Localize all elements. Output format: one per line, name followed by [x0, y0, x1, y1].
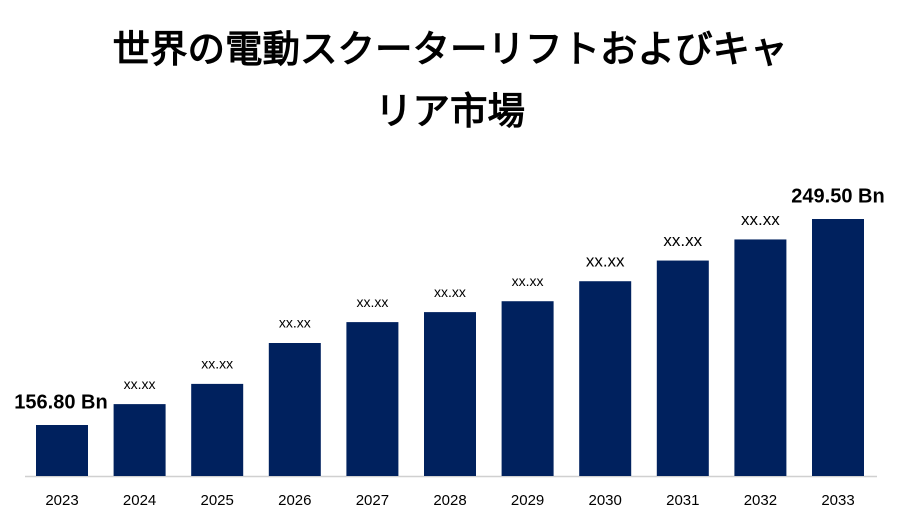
x-tick-label: 2031: [666, 492, 699, 509]
x-tick-label: 2023: [45, 492, 78, 509]
value-label: xx.xx: [201, 356, 233, 372]
bar: [424, 312, 476, 476]
x-tick-label: 2028: [433, 492, 466, 509]
x-tick-label: 2027: [356, 492, 389, 509]
bar: [36, 425, 88, 476]
value-label: xx.xx: [663, 231, 702, 250]
x-tick-label: 2025: [201, 492, 234, 509]
bar: [346, 322, 399, 476]
bar: [812, 219, 864, 476]
bar: [656, 260, 709, 476]
x-tick-label: 2029: [511, 492, 544, 509]
bar: [579, 281, 632, 476]
value-label: xx.xx: [356, 294, 388, 310]
value-label: xx.xx: [434, 284, 466, 300]
value-label: xx.xx: [279, 315, 311, 331]
x-tick-label: 2030: [589, 492, 622, 509]
value-label: xx.xx: [124, 376, 156, 392]
bar: [191, 383, 244, 476]
value-label: xx.xx: [741, 210, 780, 229]
bar: [734, 239, 787, 476]
bar: [113, 404, 166, 476]
x-tick-label: 2033: [821, 492, 854, 509]
value-label: xx.xx: [586, 252, 625, 271]
x-tick-label: 2032: [744, 492, 777, 509]
bar: [268, 343, 321, 476]
x-tick-label: 2024: [123, 492, 156, 509]
value-label: 249.50 Bn: [791, 185, 884, 207]
x-tick-label: 2026: [278, 492, 311, 509]
chart-title: 世界の電動スクーターリフトおよびキャリア市場: [112, 28, 788, 132]
value-label: 156.80 Bn: [14, 391, 107, 413]
bar: [501, 301, 554, 476]
value-label: xx.xx: [512, 273, 544, 289]
